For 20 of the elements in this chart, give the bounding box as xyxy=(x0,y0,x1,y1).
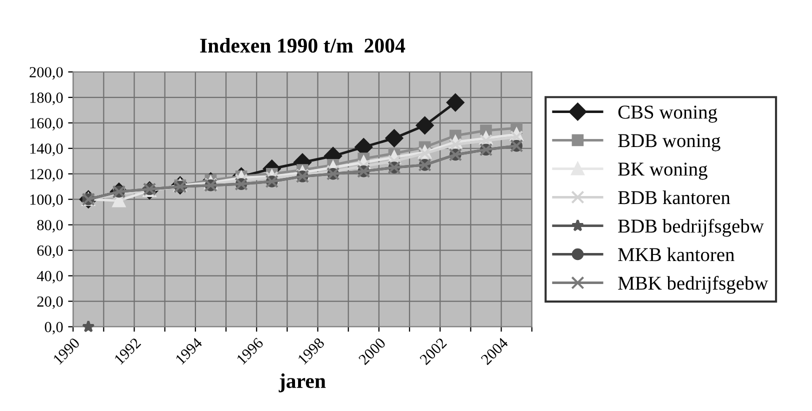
y-tick-label: 200,0 xyxy=(30,67,63,80)
legend-label: BK woning xyxy=(618,162,708,180)
y-tick-label: 40,0 xyxy=(36,270,63,284)
y-tick-label: 80,0 xyxy=(37,220,63,232)
legend-label: MKB kantoren xyxy=(618,248,734,262)
y-tick-label: 140,0 xyxy=(30,144,63,156)
y-tick-label: 20,0 xyxy=(37,296,63,309)
x-axis-title: jaren xyxy=(278,373,326,392)
legend-label: CBS woning xyxy=(618,106,718,123)
legend-label: BDB bedrijfsgebw xyxy=(618,218,764,237)
y-tick-label: 60,0 xyxy=(37,245,63,258)
legend-label: MBK bedrijfsgebw xyxy=(618,276,768,294)
y-tick-label: 120,0 xyxy=(30,168,63,182)
y-tick-label: 100,0 xyxy=(30,194,63,207)
y-tick-label: 160,0 xyxy=(30,118,63,131)
y-tick-label: 0,0 xyxy=(44,322,63,334)
legend-label: BDB kantoren xyxy=(618,190,730,204)
y-tick-label: 180,0 xyxy=(30,92,63,106)
legend-label: BDB woning xyxy=(618,134,720,152)
chart-title: Indexen 1990 t/m 2004 xyxy=(200,38,406,53)
